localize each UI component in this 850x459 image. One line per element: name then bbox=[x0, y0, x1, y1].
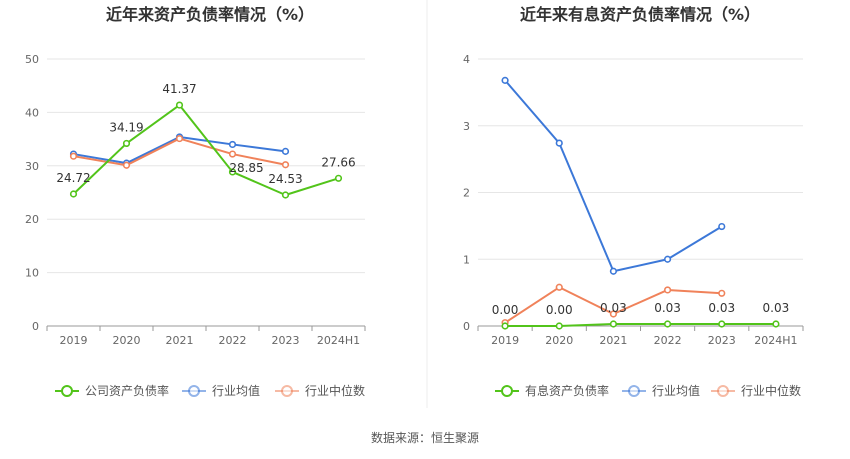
y-tick-label: 0 bbox=[463, 320, 470, 333]
data-point bbox=[334, 174, 343, 182]
x-tick-label: 2023 bbox=[708, 334, 736, 347]
x-tick-label: 2020 bbox=[113, 334, 141, 347]
data-point bbox=[663, 286, 672, 294]
x-tick-label: 2021 bbox=[166, 334, 194, 347]
series-line-1 bbox=[504, 79, 723, 273]
data-point bbox=[609, 267, 618, 275]
data-point bbox=[555, 139, 563, 147]
data-label: 0.03 bbox=[708, 301, 735, 315]
series-line-0 bbox=[72, 104, 339, 197]
data-label: 24.53 bbox=[268, 172, 302, 186]
legend-item[interactable]: 行业均值 bbox=[182, 383, 260, 398]
left-chart-panel: 近年来资产负债率情况（%） 0 10 20 30 40 50 2019 2020 2021 202… bbox=[25, 5, 366, 398]
data-point bbox=[175, 134, 184, 143]
y-tick-label: 20 bbox=[25, 213, 39, 226]
legend-item[interactable]: 公司资产负债率 bbox=[55, 383, 169, 398]
data-point bbox=[718, 222, 726, 231]
source-note: 数据来源：恒生聚源 bbox=[371, 430, 479, 445]
data-point bbox=[609, 310, 618, 318]
data-label: 0.03 bbox=[763, 301, 790, 315]
x-tick-label: 2023 bbox=[272, 334, 300, 347]
legend-item[interactable]: 行业均值 bbox=[622, 383, 700, 398]
data-point bbox=[718, 289, 726, 297]
data-label: 28.85 bbox=[229, 161, 263, 175]
data-point bbox=[663, 255, 672, 263]
y-tick-label: 1 bbox=[463, 253, 470, 266]
data-point bbox=[501, 322, 509, 330]
legend-swatch-marker bbox=[628, 385, 640, 397]
data-label: 24.72 bbox=[56, 171, 90, 185]
data-point bbox=[718, 320, 726, 328]
data-point bbox=[228, 140, 237, 149]
data-point bbox=[772, 320, 780, 328]
data-point bbox=[122, 161, 131, 169]
data-label: 41.37 bbox=[162, 82, 196, 96]
x-tick-label: 2024H1 bbox=[754, 334, 797, 347]
x-tick-label: 2019 bbox=[60, 334, 88, 347]
x-tick-label: 2019 bbox=[491, 334, 519, 347]
legend-label: 行业均值 bbox=[652, 383, 700, 398]
data-point bbox=[281, 161, 290, 169]
legend-swatch-marker bbox=[501, 385, 513, 397]
y-tick-label: 3 bbox=[463, 120, 470, 133]
data-point bbox=[69, 152, 78, 160]
data-label: 0.00 bbox=[492, 303, 519, 317]
data-point bbox=[663, 320, 672, 328]
data-label: 0.03 bbox=[600, 301, 627, 315]
data-label: 0.00 bbox=[546, 303, 573, 317]
data-label: 0.03 bbox=[654, 301, 681, 315]
data-label: 34.19 bbox=[109, 120, 143, 134]
legend-swatch-marker bbox=[717, 385, 729, 397]
data-point bbox=[555, 283, 563, 291]
series-line-0 bbox=[505, 322, 776, 327]
legend-swatch-marker bbox=[188, 385, 200, 397]
data-point bbox=[228, 150, 237, 158]
data-label: 27.66 bbox=[321, 155, 355, 169]
data-point bbox=[69, 190, 78, 198]
left-chart-title: 近年来资产负债率情况（%） bbox=[106, 5, 314, 24]
legend-label: 行业中位数 bbox=[741, 383, 801, 398]
data-point bbox=[281, 147, 290, 155]
legend-label: 行业均值 bbox=[212, 383, 260, 398]
right-chart-title: 近年来有息资产负债率情况（%） bbox=[520, 5, 760, 24]
legend-label: 公司资产负债率 bbox=[85, 383, 169, 398]
x-tick-label: 2020 bbox=[545, 334, 573, 347]
data-point bbox=[609, 320, 618, 328]
y-tick-label: 10 bbox=[25, 267, 39, 280]
legend-label: 有息资产负债率 bbox=[525, 383, 609, 398]
y-tick-label: 0 bbox=[32, 320, 39, 333]
x-tick-label: 2022 bbox=[654, 334, 682, 347]
legend-swatch-marker bbox=[61, 385, 73, 397]
y-tick-label: 2 bbox=[463, 187, 470, 200]
data-point bbox=[228, 168, 237, 176]
x-tick-label: 2021 bbox=[599, 334, 627, 347]
legend-item[interactable]: 有息资产负债率 bbox=[495, 383, 609, 398]
data-point bbox=[175, 101, 184, 109]
y-tick-label: 50 bbox=[25, 53, 39, 66]
y-tick-label: 4 bbox=[463, 53, 470, 66]
legend-label: 行业中位数 bbox=[305, 383, 365, 398]
y-tick-label: 40 bbox=[25, 106, 39, 119]
data-point bbox=[122, 139, 131, 148]
y-tick-label: 30 bbox=[25, 160, 39, 173]
legend-swatch-marker bbox=[281, 385, 293, 397]
legend-item[interactable]: 行业中位数 bbox=[275, 383, 365, 398]
data-point bbox=[555, 322, 563, 330]
legend-item[interactable]: 行业中位数 bbox=[711, 383, 801, 398]
data-point bbox=[501, 76, 509, 84]
x-tick-label: 2024H1 bbox=[317, 334, 360, 347]
right-chart-panel: 近年来有息资产负债率情况（%） 0 1 2 3 4 2019 2020 2021 2022 202… bbox=[463, 5, 804, 398]
x-tick-label: 2022 bbox=[219, 334, 247, 347]
data-point bbox=[281, 191, 290, 199]
